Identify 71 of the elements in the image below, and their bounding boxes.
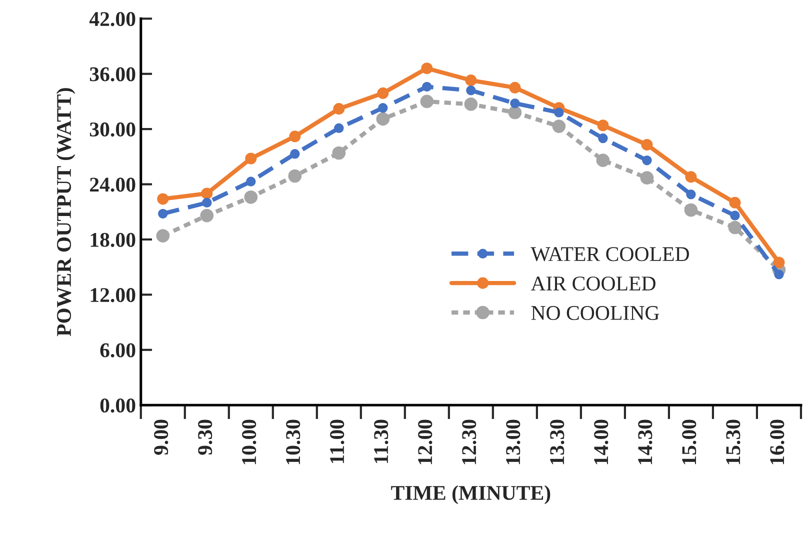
point xyxy=(332,146,346,160)
y-tick-label: 36.00 xyxy=(90,67,136,82)
point xyxy=(728,220,742,234)
point xyxy=(290,149,300,159)
point xyxy=(598,133,608,144)
point xyxy=(466,86,476,96)
x-tick-label: 14.00 xyxy=(594,420,608,464)
point xyxy=(509,82,521,94)
point xyxy=(465,74,477,86)
point xyxy=(508,106,522,120)
x-tick-label: 10.30 xyxy=(286,420,300,464)
point xyxy=(333,103,345,115)
y-tick-label: 18.00 xyxy=(90,232,136,247)
point xyxy=(729,196,741,208)
point xyxy=(377,87,389,99)
y-tick-label: 12.00 xyxy=(90,288,136,302)
x-tick-label: 13.30 xyxy=(550,420,564,464)
point xyxy=(773,256,785,268)
point xyxy=(684,203,698,217)
point xyxy=(552,120,566,133)
point xyxy=(596,154,610,168)
point xyxy=(244,190,258,204)
x-tick-label: 14.30 xyxy=(638,420,652,464)
point xyxy=(156,229,170,242)
point xyxy=(774,270,784,280)
point xyxy=(245,152,257,164)
legend-label: WATER COOLED xyxy=(530,247,689,262)
point xyxy=(200,208,214,222)
point xyxy=(376,112,390,126)
point xyxy=(246,176,256,186)
point xyxy=(420,94,434,108)
y-tick-label: 42.00 xyxy=(89,12,136,26)
y-tick-label: 30.00 xyxy=(90,122,136,137)
point xyxy=(158,208,168,219)
point xyxy=(554,108,564,118)
point xyxy=(510,98,520,108)
point xyxy=(334,123,344,134)
x-tick-label: 16.00 xyxy=(770,420,784,464)
x-tick-label: 15.00 xyxy=(682,420,696,464)
point xyxy=(289,130,301,142)
point xyxy=(201,188,213,200)
x-tick-label: 9.30 xyxy=(198,420,212,455)
x-tick-label: 11.30 xyxy=(374,420,388,464)
x-tick-label: 12.00 xyxy=(418,420,432,464)
point xyxy=(378,103,388,113)
y-tick-label: 0.00 xyxy=(100,398,136,413)
point xyxy=(640,171,654,184)
x-tick-label: 11.00 xyxy=(330,420,344,464)
point xyxy=(642,155,652,166)
point xyxy=(597,120,609,132)
point xyxy=(157,193,169,205)
point xyxy=(422,82,432,92)
point xyxy=(686,190,696,200)
point xyxy=(464,98,478,111)
point xyxy=(730,210,740,220)
point xyxy=(421,62,433,74)
x-tick-label: 12.30 xyxy=(462,420,476,464)
y-axis-title: POWER OUTPUT (WATT) xyxy=(56,88,76,336)
point xyxy=(641,138,653,150)
y-tick-label: 6.00 xyxy=(100,343,136,358)
x-tick-label: 10.00 xyxy=(242,420,256,464)
x-axis-title: TIME (MINUTE) xyxy=(391,485,550,504)
x-tick-label: 9.00 xyxy=(154,420,168,455)
x-tick-label: 13.00 xyxy=(506,420,520,464)
point xyxy=(288,169,302,183)
point xyxy=(202,198,212,208)
point xyxy=(685,171,697,183)
legend-label: AIR COOLED xyxy=(530,276,656,291)
y-tick-label: 24.00 xyxy=(90,178,136,192)
legend-label: NO COOLING xyxy=(531,306,660,320)
x-tick-label: 15.30 xyxy=(726,420,740,464)
